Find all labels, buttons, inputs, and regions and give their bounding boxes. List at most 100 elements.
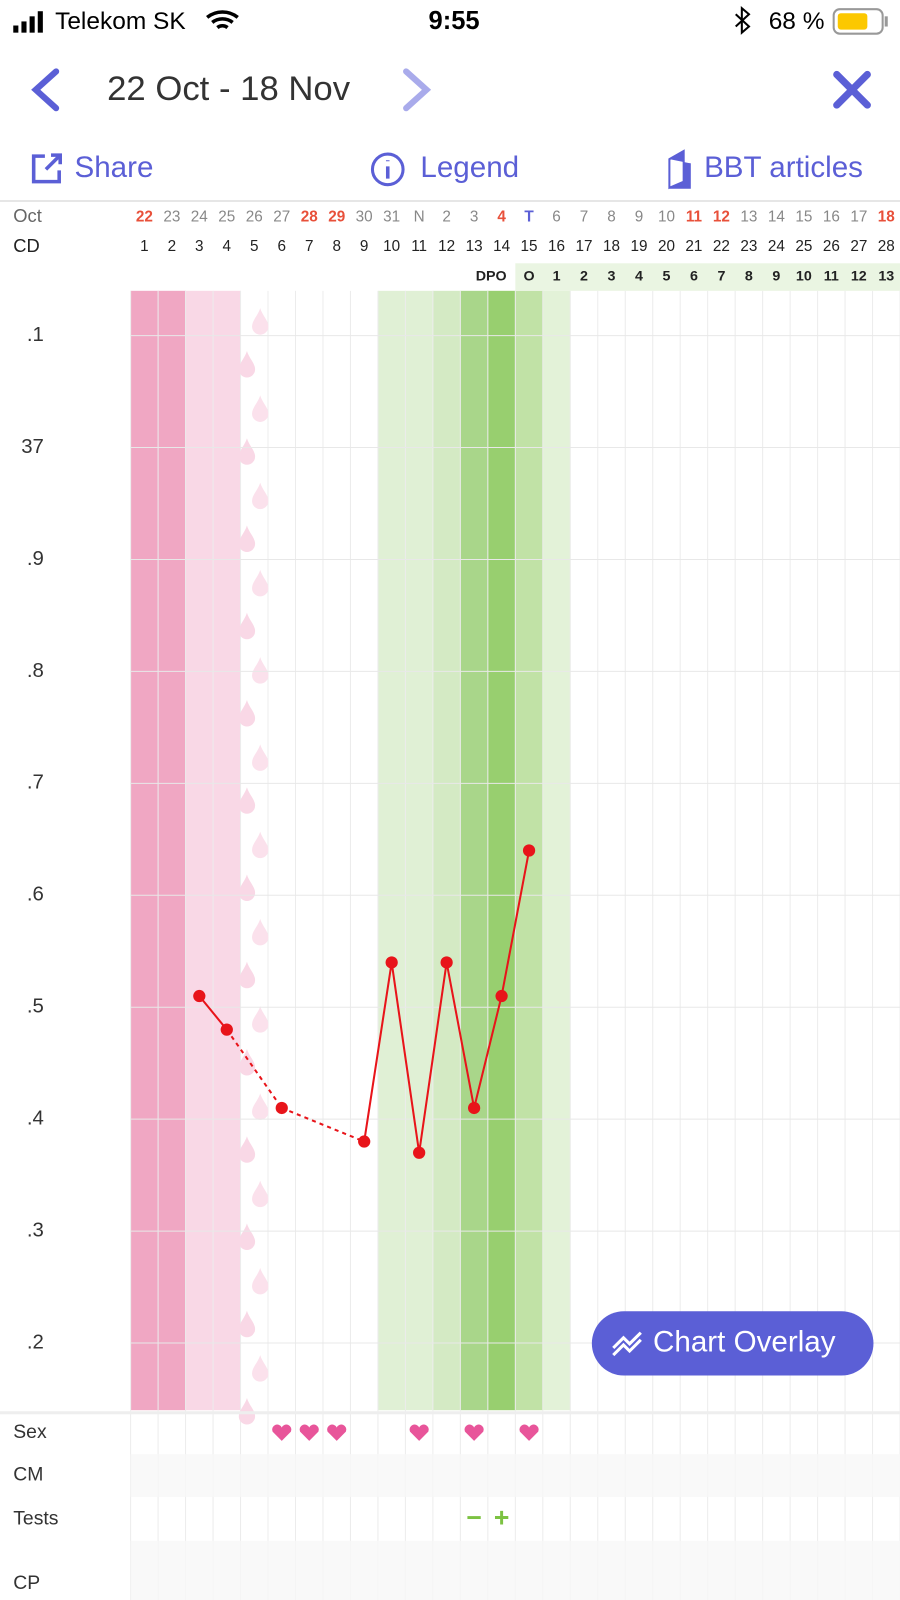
temperature-point [358,1135,371,1148]
temperature-point [193,989,206,1003]
phase-band [377,290,406,1411]
heart [272,1424,292,1441]
cd-day-label: 14 [493,238,511,255]
battery-level [837,13,868,30]
temperature-point [385,956,398,969]
date-label: 18 [878,208,896,225]
y-tick-label: .6 [27,884,44,906]
heart [327,1424,347,1441]
date-label: T [524,208,534,225]
cd-day-label: 6 [277,238,286,255]
row-label: Sex [13,1421,47,1443]
dpo-day-label: 13 [878,268,894,284]
cd-day-label: 13 [466,238,483,255]
heart [299,1424,319,1441]
date-label: 30 [356,208,373,225]
date-label: 24 [191,208,209,225]
date-label: 29 [328,208,345,225]
date-label: 27 [273,208,290,225]
phase-band [158,290,186,1411]
spotting-drop [252,395,269,422]
cd-day-label: 21 [685,238,702,255]
date-label: 2 [442,208,451,225]
phase-band [213,290,241,1411]
phase-band [432,290,461,1411]
date-label: 15 [795,208,812,225]
date-label: 23 [163,208,180,225]
spotting-drop [252,569,269,597]
phase-band [185,290,214,1411]
spotting-drop [238,787,256,814]
carrier: Telekom SK [55,8,186,35]
spotting-drop [238,525,256,553]
date-label: 17 [850,208,867,225]
legend-button[interactable]: Legend [370,151,519,187]
status-bar: Telekom SK 9:55 68 % [13,5,888,35]
temperature-point [275,1101,288,1115]
cd-day-label: 22 [713,238,730,255]
date-label: 11 [686,208,703,225]
y-tick-label: .2 [27,1331,44,1353]
next-button[interactable] [403,68,432,112]
battery-tip [884,16,888,27]
dpo-day-label: 8 [745,268,753,284]
row-label: Tests [13,1508,58,1530]
month-label: Oct [13,205,42,226]
spotting-drop [238,1048,256,1076]
articles-button[interactable]: BBT articles [668,149,863,190]
phase-band [542,290,571,1411]
share-label: Share [74,151,153,184]
share-button[interactable]: Share [31,151,154,184]
date-range: 22 Oct - 18 Nov [107,70,351,108]
heart [464,1424,484,1441]
legend-label: Legend [420,151,519,184]
spotting-drop [252,308,269,335]
spotting-drop [252,482,269,510]
temperature-point [440,956,453,969]
heart [519,1424,539,1441]
signal-bar [37,11,43,33]
close-button[interactable] [833,70,871,109]
dpo-day-label: 1 [553,268,561,284]
phase-band [130,290,159,1411]
cd-day-label: 1 [140,238,149,255]
date-label: 28 [301,208,319,225]
dpo-day-label: 6 [690,268,698,284]
cd-day-label: 19 [630,238,647,255]
row-label: CP [13,1572,40,1594]
y-tick-label: .7 [27,772,44,794]
row-shade [130,1454,900,1497]
dpo-day-label: 7 [717,268,725,284]
cd-day-label: 4 [223,238,232,255]
dpo-day-label: 2 [580,268,588,284]
date-label: 31 [383,208,400,225]
y-tick-label: .3 [27,1219,44,1241]
cd-day-label: 7 [305,238,314,255]
date-label: 22 [136,208,153,225]
y-tick-label: .5 [27,996,44,1018]
wifi-icon [206,10,239,30]
previous-button[interactable] [31,68,60,112]
cd-day-label: 2 [168,238,177,255]
row-label: CM [13,1464,43,1486]
temperature-point [220,1023,233,1036]
chart-overlay-button[interactable]: Chart Overlay [591,1311,874,1376]
dpo-row-background [515,263,900,291]
cd-day-label: 3 [195,238,204,255]
spotting-drop [238,438,256,465]
test-result: − [466,1502,482,1532]
date-label: 10 [658,208,675,225]
dpo-day-label: 10 [796,268,812,284]
spotting-drop [252,918,269,946]
cd-day-label: 25 [795,238,812,255]
spotting-drop [252,1267,269,1295]
cd-day-label: 23 [740,238,757,255]
date-label: 14 [768,208,786,225]
cd-day-label: 9 [360,238,369,255]
phase-band [405,290,434,1411]
spotting-drop [252,744,269,771]
gap-connector [281,1107,365,1143]
spotting-drop [238,700,256,727]
